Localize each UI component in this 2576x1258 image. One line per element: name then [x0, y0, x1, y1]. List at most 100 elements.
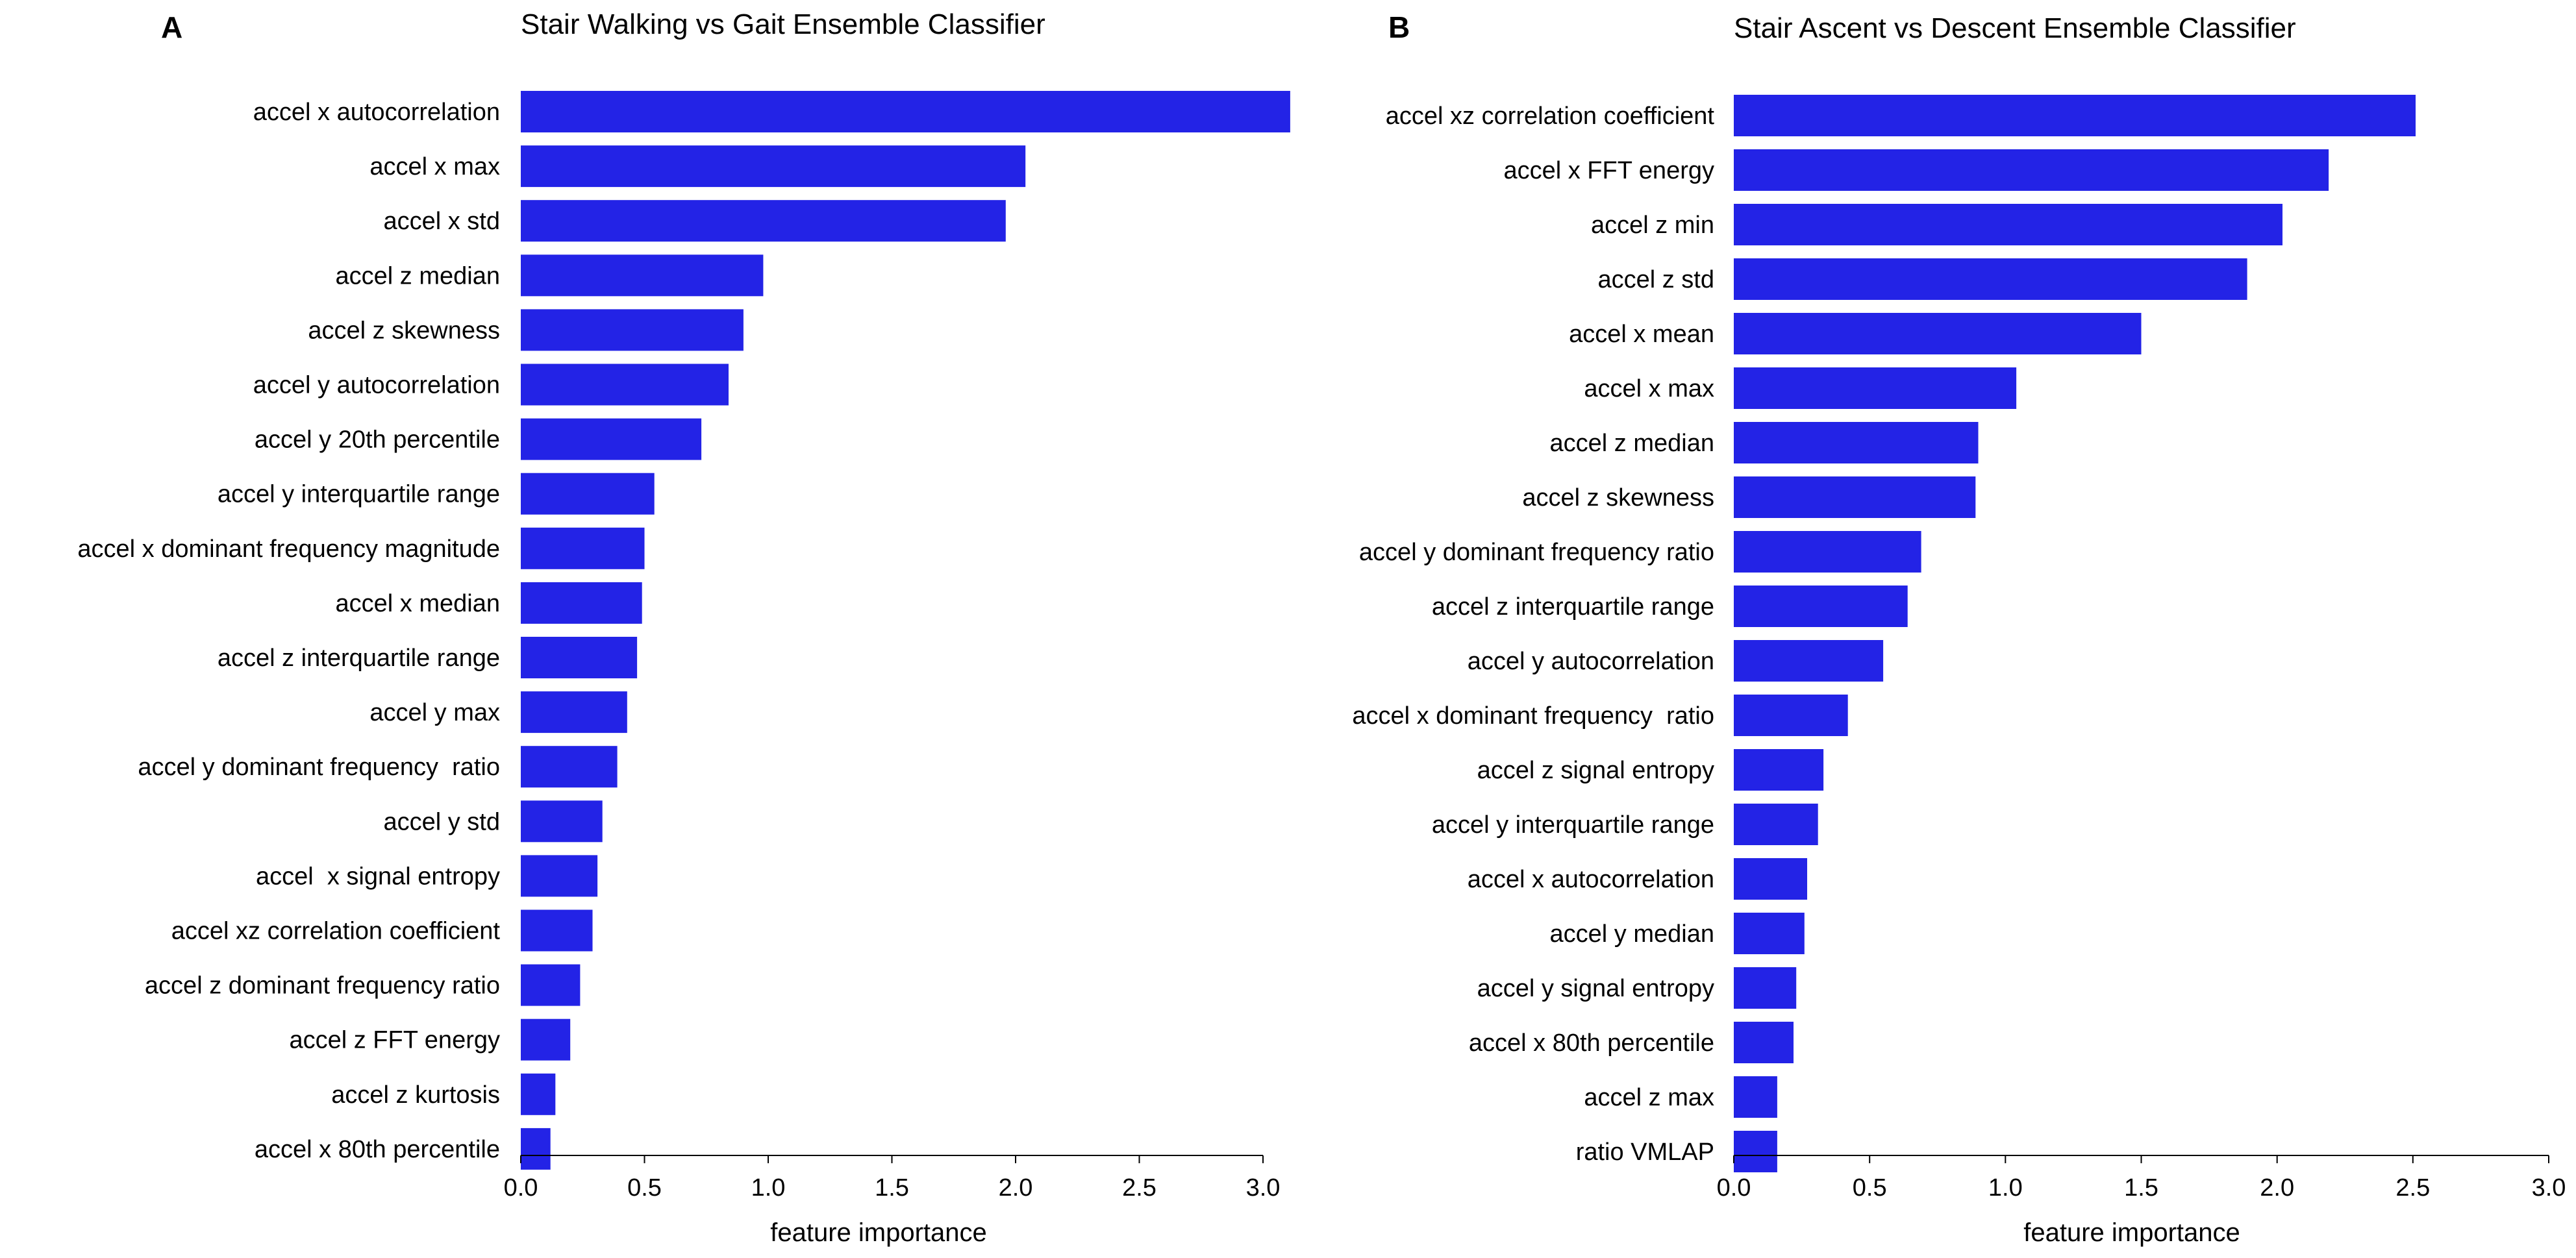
panel-b-title: Stair Ascent vs Descent Ensemble Classif… — [1734, 12, 2296, 44]
panel-a-bar — [521, 1018, 571, 1061]
panel-a-category-label: accel y 20th percentile — [255, 426, 500, 454]
panel-a-category-labels: accel x autocorrelation accel x max accel … — [77, 99, 500, 1163]
panel-a-bar — [521, 200, 1006, 242]
panel-a-category-label: accel x dominant frequency magnitude — [77, 536, 500, 563]
panel-a-bar — [521, 91, 1290, 132]
panel-a-bar — [521, 964, 581, 1006]
panel-a-bar — [521, 527, 645, 569]
panel-b-x-tick-label: 2.0 — [2260, 1174, 2294, 1202]
panel-b-category-label: accel x 80th percentile — [1469, 1030, 1714, 1057]
panel-b-x-tick-label: 1.0 — [1988, 1174, 2023, 1202]
panel-b-bar — [1734, 695, 1848, 736]
panel-b-bar — [1734, 313, 2142, 354]
panel-a-x-tick-label: 1.5 — [875, 1174, 909, 1202]
panel-a-title: Stair Walking vs Gait Ensemble Classifie… — [521, 8, 1045, 40]
panel-b-x-tick-label: 1.5 — [2124, 1174, 2158, 1202]
panel-a-category-label: accel z dominant frequency ratio — [145, 972, 500, 1000]
panel-a-x-ticks: 0.0 0.5 1.0 1.5 2.0 2.5 3.0 — [504, 1155, 1280, 1202]
panel-b-bar — [1734, 804, 1818, 845]
panel-b-bar — [1734, 422, 1979, 463]
panel-b-bar — [1734, 586, 1908, 627]
panel-a-bars — [521, 91, 1290, 1170]
panel-b-bar — [1734, 476, 1976, 518]
panel-a-bar — [521, 364, 729, 406]
panel-b-category-label: accel z median — [1550, 430, 1714, 457]
panel-b-x-ticks: 0.0 0.5 1.0 1.5 2.0 2.5 3.0 — [1717, 1155, 2566, 1202]
panel-a-bar — [521, 309, 744, 351]
panel-a-category-label: accel y std — [383, 808, 500, 835]
panel-b-bar — [1734, 1131, 1777, 1172]
panel-b-bar — [1734, 531, 1921, 573]
panel-b-category-label: accel x dominant frequency ratio — [1352, 702, 1714, 730]
panel-b-category-label: accel y median — [1550, 920, 1714, 948]
panel-b-category-label: accel z min — [1591, 212, 1714, 239]
panel-b-bar — [1734, 1076, 1777, 1118]
panel-a-category-label: accel xz correlation coefficient — [171, 918, 501, 945]
panel-b-category-label: accel y autocorrelation — [1468, 648, 1714, 675]
panel-b-category-label: accel x mean — [1569, 321, 1714, 348]
panel-a-bar — [521, 637, 638, 678]
panel-b-category-label: accel y interquartile range — [1432, 811, 1714, 839]
panel-a-bar — [521, 1128, 551, 1170]
panel-a-bar — [521, 473, 655, 515]
panel-b-category-label: accel y signal entropy — [1477, 975, 1714, 1002]
panel-a-category-label: accel y dominant frequency ratio — [138, 754, 500, 781]
panel-a-category-label: accel z FFT energy — [289, 1027, 500, 1054]
panel-a-category-label: accel z median — [336, 262, 500, 290]
panel-b-category-label: accel xz correlation coefficient — [1386, 103, 1715, 130]
panel-b-chart: B Stair Ascent vs Descent Ensemble Class… — [1352, 10, 2566, 1247]
panel-b-x-axis-label: feature importance — [2023, 1218, 2240, 1247]
panel-a-category-label: accel x autocorrelation — [253, 99, 500, 126]
panel-b-bar — [1734, 149, 2329, 191]
panel-a-bar — [521, 855, 598, 897]
panel-a-x-tick-label: 2.0 — [999, 1174, 1033, 1202]
panel-a-x-tick-label: 1.0 — [751, 1174, 786, 1202]
panel-a-category-label: accel x std — [383, 208, 500, 235]
panel-b-category-label: accel z interquartile range — [1432, 593, 1714, 621]
panel-b-bar — [1734, 640, 1884, 682]
panel-a-chart: A Stair Walking vs Gait Ensemble Classif… — [77, 8, 1290, 1247]
panel-a-category-label: accel x 80th percentile — [255, 1136, 500, 1163]
panel-a-bar — [521, 909, 593, 952]
panel-a-category-label: accel y max — [369, 699, 500, 726]
panel-a-x-tick-label: 0.5 — [627, 1174, 662, 1202]
panel-b-category-label: accel z std — [1597, 266, 1714, 293]
panel-b-category-label: accel z signal entropy — [1477, 757, 1714, 784]
panel-b-category-label: accel z max — [1584, 1084, 1714, 1111]
panel-b-bar — [1734, 95, 2416, 136]
panel-b-bar — [1734, 858, 1807, 900]
panel-a-category-label: accel y interquartile range — [218, 481, 500, 508]
panel-a-bar — [521, 254, 764, 297]
panel-a-bar — [521, 746, 618, 788]
panel-b-category-label: accel x autocorrelation — [1468, 866, 1714, 893]
panel-a-category-label: accel y autocorrelation — [253, 372, 500, 399]
panel-b-bars — [1734, 95, 2416, 1172]
panel-a-bar — [521, 1073, 556, 1115]
panel-b-bar — [1734, 204, 2282, 245]
panel-b-category-label: ratio VMLAP — [1576, 1139, 1714, 1166]
panel-a-category-label: accel x median — [336, 590, 500, 617]
panel-b-category-label: accel x FFT energy — [1503, 157, 1714, 184]
panel-b-bar — [1734, 967, 1797, 1009]
panel-b-bar — [1734, 913, 1805, 954]
panel-a-category-label: accel x signal entropy — [256, 863, 500, 890]
panel-a-bar — [521, 582, 642, 624]
panel-a-bar — [521, 800, 603, 843]
panel-b-category-label: accel z skewness — [1522, 484, 1714, 512]
panel-b-category-label: accel y dominant frequency ratio — [1359, 539, 1714, 566]
panel-a-x-tick-label: 0.0 — [504, 1174, 538, 1202]
panel-b-x-tick-label: 0.5 — [1853, 1174, 1887, 1202]
panel-a-category-label: accel x max — [369, 153, 500, 180]
panel-a-category-label: accel z interquartile range — [218, 645, 500, 672]
panel-b-bar — [1734, 749, 1824, 791]
panel-b-x-tick-label: 2.5 — [2395, 1174, 2430, 1202]
panel-a-bar — [521, 691, 627, 734]
panel-a-category-label: accel z skewness — [308, 317, 500, 344]
panel-a-bar — [521, 418, 702, 460]
panel-a-bar — [521, 145, 1026, 188]
panel-a-x-tick-label: 2.5 — [1122, 1174, 1157, 1202]
panel-b-letter: B — [1388, 10, 1410, 44]
panel-b-category-labels: accel xz correlation coefficient accel x … — [1352, 103, 1714, 1166]
panel-a-category-label: accel z kurtosis — [331, 1081, 500, 1109]
